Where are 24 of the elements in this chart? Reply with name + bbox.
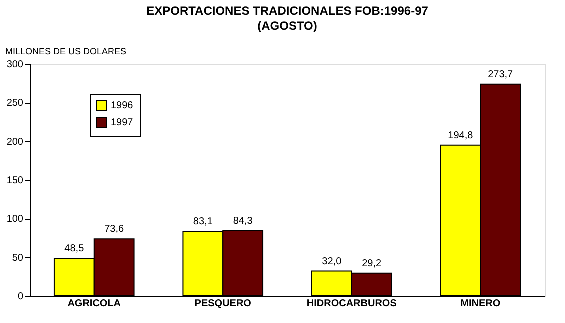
y-tick-label: 50 <box>12 252 24 264</box>
legend-label: 1997 <box>111 118 134 128</box>
x-tick-label: HIDROCARBUROS <box>306 298 398 310</box>
x-tick-label: MINERO <box>460 298 501 310</box>
chart-title: EXPORTACIONES TRADICIONALES FOB:1996-97 <box>146 4 429 18</box>
x-tick-label: PESQUERO <box>194 298 252 310</box>
legend-label: 1996 <box>111 100 134 112</box>
x-tick-label: AGRICOLA <box>68 298 122 310</box>
y-tick-label: 250 <box>6 98 24 110</box>
data-label: 48,5 <box>64 243 85 254</box>
y-tick-label: 300 <box>6 60 24 70</box>
y-axis-title: MILLONES DE US DOLARES <box>6 46 127 56</box>
data-label: 273,7 <box>488 69 514 80</box>
chart-subtitle: (AGOSTO) <box>258 19 318 33</box>
data-label: 194,8 <box>448 130 474 142</box>
data-label: 29,2 <box>362 258 382 270</box>
y-tick-label: 100 <box>6 214 24 226</box>
y-tick-label: 150 <box>6 176 24 186</box>
data-label: 73,6 <box>104 224 124 236</box>
y-tick-label: 200 <box>6 136 24 148</box>
data-label: 32,0 <box>322 256 342 268</box>
data-label: 84,3 <box>233 216 254 227</box>
data-label: 83,1 <box>193 216 214 228</box>
y-tick-label: 0 <box>18 292 24 302</box>
